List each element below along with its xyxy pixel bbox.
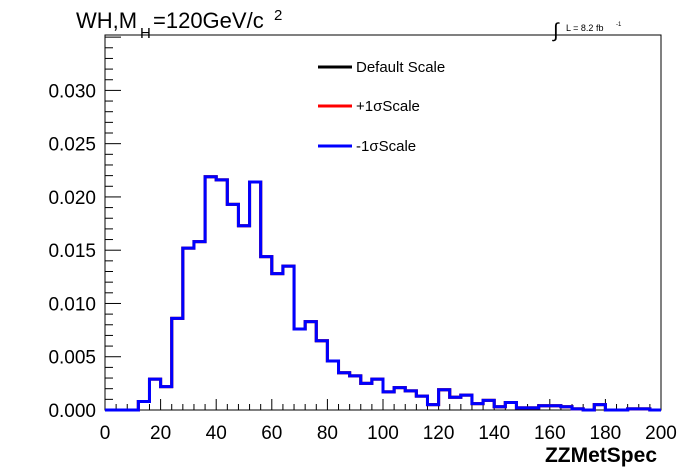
- legend: Default Scale +1σScale -1σScale: [318, 59, 445, 155]
- title-superscript: 2: [274, 7, 282, 24]
- x-tick-label: 100: [367, 423, 399, 444]
- x-tick-label: 80: [317, 423, 338, 444]
- lumi-integral: ∫: [552, 20, 560, 42]
- y-tick-label: 0.010: [48, 294, 96, 315]
- series-line-2: [105, 175, 661, 412]
- x-axis-label: ZZMetSpec: [545, 444, 657, 467]
- y-tick-label: 0.005: [48, 348, 96, 369]
- lumi-superscript: -1: [616, 22, 622, 28]
- x-tick-label: 40: [206, 423, 227, 444]
- lumi-label: ∫ L = 8.2 fb -1: [552, 20, 622, 42]
- y-tick-label: 0.030: [48, 81, 96, 102]
- title-subscript: H: [140, 25, 151, 42]
- lumi-text: L = 8.2 fb: [566, 23, 603, 33]
- x-tick-label: 120: [423, 423, 455, 444]
- legend-entry-minus: -1σScale: [318, 138, 416, 155]
- x-tick-label: 60: [261, 423, 282, 444]
- y-tick-label: 0.025: [48, 135, 96, 156]
- chart-title: WH,M H =120GeV/c 2: [76, 7, 282, 42]
- legend-label-default: Default Scale: [356, 59, 445, 76]
- x-tick-label: 140: [478, 423, 510, 444]
- series-layer: [105, 175, 661, 412]
- x-tick-label: 160: [534, 423, 566, 444]
- legend-entry-plus: +1σScale: [318, 98, 420, 115]
- y-tick-labels: 0.000 0.005 0.010 0.015 0.020 0.025 0.030: [48, 81, 96, 422]
- legend-label-plus: +1σScale: [356, 98, 420, 115]
- x-tick-labels: 0 20 40 60 80 100 120 140 160 180 200: [100, 423, 677, 444]
- x-tick-label: 20: [150, 423, 171, 444]
- legend-label-minus: -1σScale: [356, 138, 416, 155]
- y-tick-label: 0.020: [48, 188, 96, 209]
- x-tick-label: 0: [100, 423, 111, 444]
- legend-entry-default: Default Scale: [318, 59, 445, 76]
- title-rest: =120GeV/c: [153, 8, 264, 33]
- title-main: WH,M: [76, 8, 137, 33]
- y-tick-label: 0.000: [48, 401, 96, 422]
- y-tick-label: 0.015: [48, 241, 96, 262]
- x-tick-label: 200: [645, 423, 677, 444]
- x-tick-label: 180: [590, 423, 622, 444]
